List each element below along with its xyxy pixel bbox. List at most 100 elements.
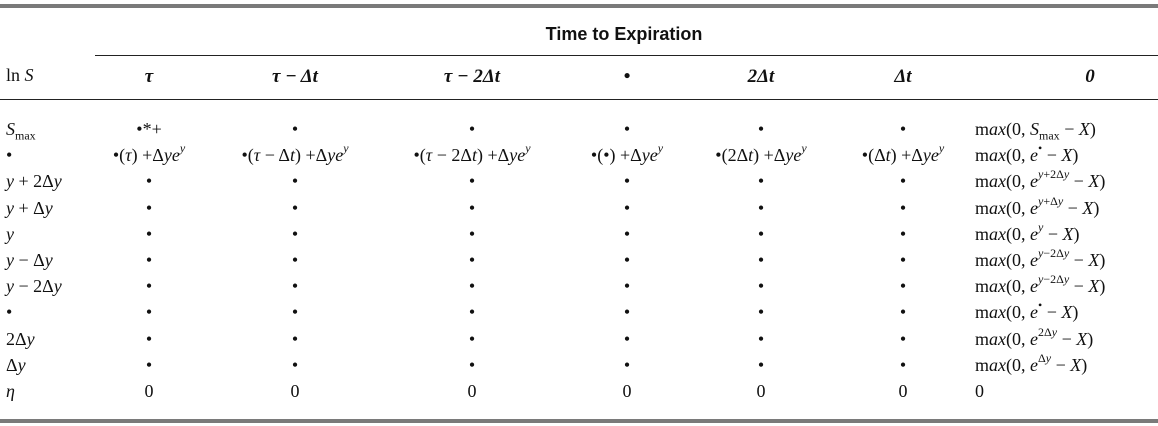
table-cell: • (468, 171, 476, 192)
column-header: Δt (894, 66, 912, 87)
table-cell: • (757, 328, 765, 349)
table-cell: • (291, 250, 299, 270)
table-cell: • (757, 197, 765, 218)
row-label: Δy (6, 354, 26, 375)
table-cell: • (899, 119, 907, 139)
table-cell: • (145, 328, 153, 349)
table-cell: • (757, 302, 765, 323)
table-cell: • (623, 197, 631, 218)
table-cell: • (623, 250, 631, 270)
table-cell: • (623, 223, 631, 244)
table-cell: 0 (467, 381, 477, 401)
row-label-header: ln S (6, 65, 34, 85)
table-cell: 0 (756, 381, 766, 401)
terminal-value-cell: max(0, ey−2Δy − X) (975, 246, 1106, 270)
table-cell: • (468, 302, 476, 323)
terminal-value-cell: max(0, e2Δy − X) (975, 324, 1094, 349)
top-rule (0, 4, 1158, 8)
row-label: • (6, 302, 13, 323)
table-cell: • (899, 276, 907, 297)
table-cell: 0 (622, 381, 632, 401)
table-cell: •(Δt) +Δyey (861, 141, 945, 166)
column-header: 0 (1085, 66, 1095, 87)
table-cell: • (291, 354, 299, 375)
table-cell: • (145, 197, 153, 218)
table-cell: 0 (898, 381, 908, 401)
table-cell: • (757, 354, 765, 375)
header-bottom-rule (0, 99, 1158, 100)
table-cell: • (623, 119, 631, 139)
table-cell: •(•) +Δyey (590, 141, 664, 166)
table-cell: • (468, 223, 476, 244)
terminal-value-cell: max(0, ey−2Δy − X) (975, 272, 1106, 297)
row-label: 2Δy (6, 328, 35, 349)
table-cell: • (757, 276, 765, 297)
table-cell: • (291, 223, 299, 244)
row-label: y + 2Δy (6, 171, 62, 192)
table-cell: •*+ (136, 119, 162, 139)
table-cell: • (623, 171, 631, 192)
table-cell: • (145, 250, 153, 270)
table-cell: • (145, 276, 153, 297)
table-cell: • (757, 250, 765, 270)
table-cell: •(2Δt) +Δyey (715, 141, 807, 166)
table-cell: • (899, 354, 907, 375)
table-cell: • (145, 302, 153, 323)
table-cell: • (468, 197, 476, 218)
table-cell: • (623, 354, 631, 375)
table-cell: • (145, 171, 153, 192)
bottom-rule (0, 419, 1158, 423)
terminal-value-cell: max(0, eΔy − X) (975, 350, 1088, 375)
table-cell: • (899, 328, 907, 349)
table-cell: • (145, 223, 153, 244)
table-cell: • (291, 119, 299, 139)
table-cell: • (757, 171, 765, 192)
table-cell: • (623, 302, 631, 323)
terminal-value-cell: max(0, e• − X) (975, 141, 1079, 166)
terminal-value-cell: max(0, Smax − X) (975, 119, 1096, 143)
table-cell: • (145, 354, 153, 375)
table-cell: • (757, 119, 765, 139)
table-cell: • (899, 223, 907, 244)
table-cell: • (291, 197, 299, 218)
table-cell: • (899, 250, 907, 270)
table-cell: • (623, 276, 631, 297)
table-cell: 0 (290, 381, 300, 401)
column-header: • (623, 66, 631, 87)
table-cell: •(τ − 2Δt) +Δyey (413, 141, 531, 166)
row-label: y − Δy (6, 250, 53, 270)
terminal-value-cell: max(0, ey+2Δy − X) (975, 167, 1106, 192)
terminal-value-cell: max(0, e• − X) (975, 298, 1079, 323)
table-cell: • (899, 302, 907, 323)
table-cell: • (291, 171, 299, 192)
table-cell: • (468, 354, 476, 375)
table-cell: • (291, 276, 299, 297)
row-label: y (6, 223, 14, 244)
column-header: τ (144, 66, 154, 87)
table-cell: • (468, 250, 476, 270)
table-cell: • (757, 223, 765, 244)
table-cell: •(τ − Δt) +Δyey (241, 141, 349, 166)
column-header: 2Δt (747, 66, 775, 87)
group-title: Time to Expiration (545, 24, 703, 44)
table-cell: • (468, 328, 476, 349)
row-label: η (6, 381, 15, 401)
column-header: τ − 2Δt (443, 66, 501, 87)
terminal-value-cell: max(0, ey − X) (975, 219, 1080, 244)
table-cell: 0 (144, 381, 154, 401)
terminal-value-cell: 0 (975, 381, 984, 401)
group-title-underline (95, 55, 1158, 56)
table-cell: • (468, 276, 476, 297)
row-label: y + Δy (6, 197, 53, 218)
column-header: τ − Δt (272, 66, 318, 87)
row-label: • (6, 145, 13, 166)
row-label: y − 2Δy (6, 276, 62, 297)
table-cell: • (899, 171, 907, 192)
table-cell: • (291, 302, 299, 323)
row-label: Smax (6, 119, 36, 143)
terminal-value-cell: max(0, ey+Δy − X) (975, 193, 1100, 218)
table-cell: • (291, 328, 299, 349)
table-cell: • (623, 328, 631, 349)
table-cell: •(τ) +Δyey (112, 141, 186, 166)
table-cell: • (468, 119, 476, 139)
